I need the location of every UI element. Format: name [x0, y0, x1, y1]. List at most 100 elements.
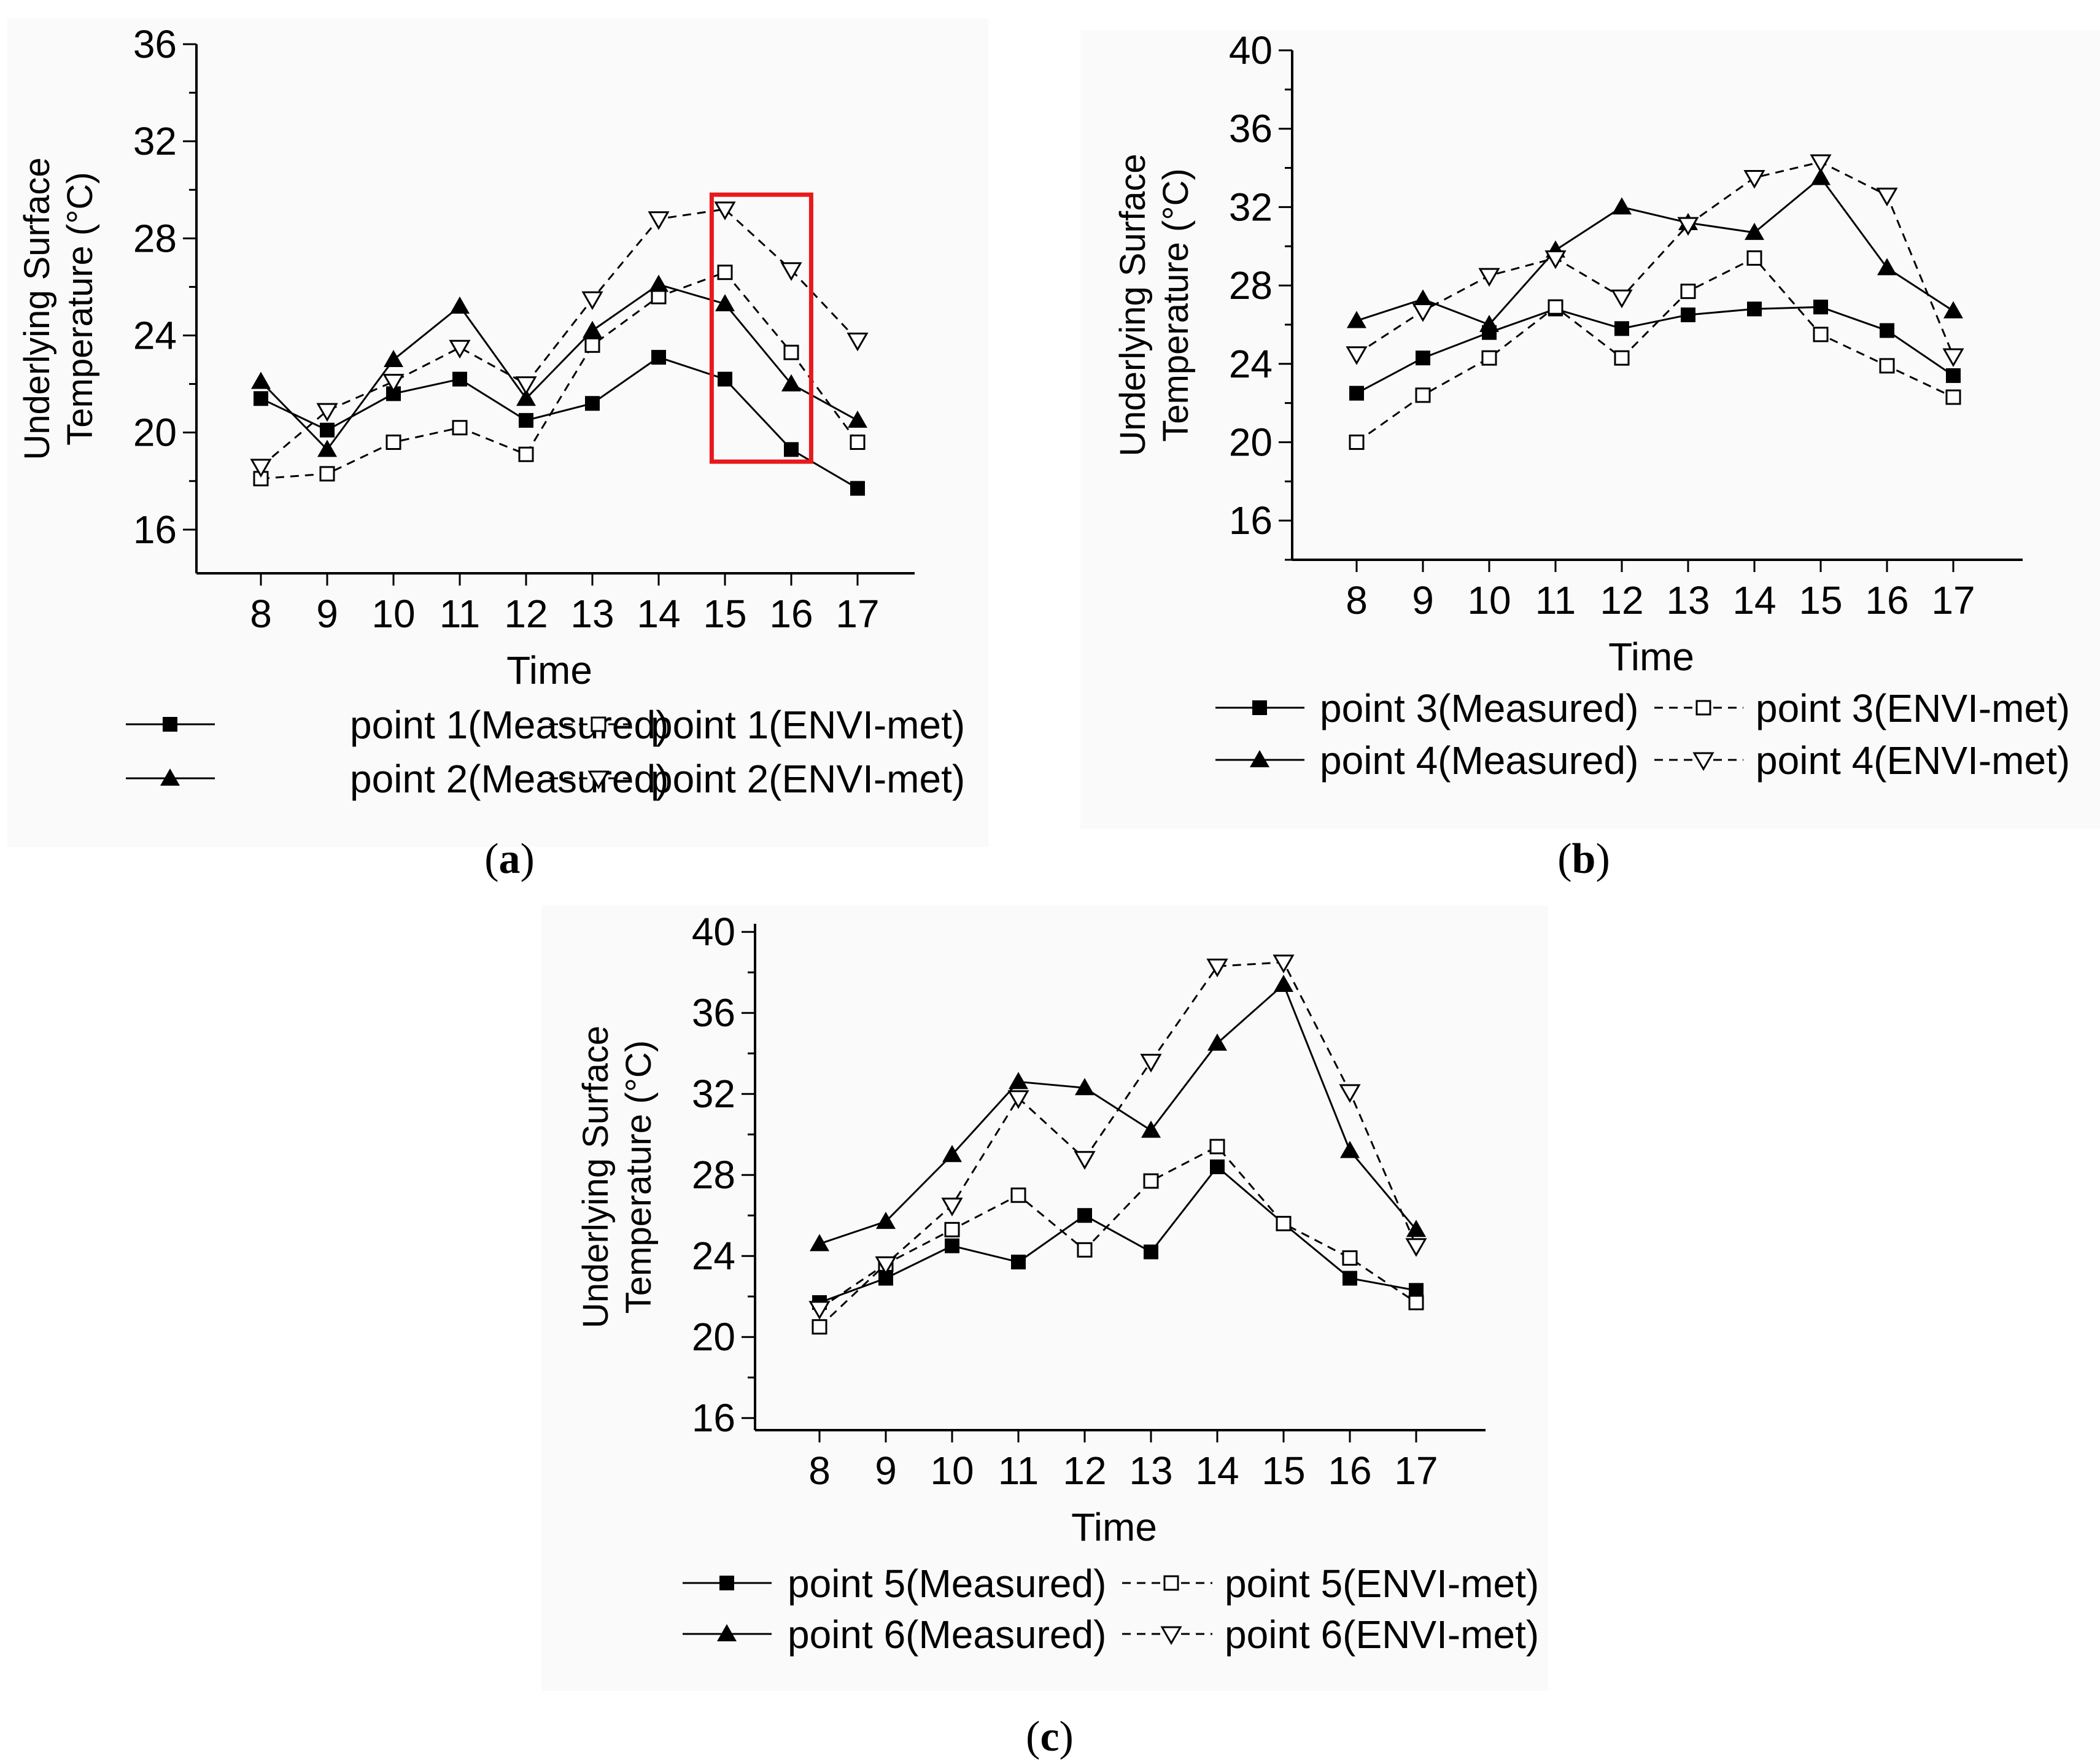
- data-point: [876, 1212, 896, 1229]
- data-point: [1339, 1084, 1361, 1103]
- legend-marker: [1252, 700, 1267, 715]
- data-point: [519, 412, 533, 428]
- legend-label: point 4(Measured): [1320, 738, 1638, 783]
- x-axis-title: Time: [506, 648, 592, 692]
- data-point: [1273, 954, 1295, 973]
- panel-background: [541, 905, 1548, 1691]
- data-point: [1945, 389, 1961, 405]
- data-point: [781, 374, 801, 392]
- y-axis-title-line1: Underlying Surface: [576, 1026, 616, 1328]
- data-point: [254, 391, 268, 406]
- y-tick-label: 36: [1229, 107, 1273, 151]
- legend-label: point 1(Measured): [350, 703, 668, 747]
- x-tick-label: 17: [1931, 578, 1975, 622]
- panel-background: [7, 18, 988, 847]
- data-point: [382, 374, 405, 393]
- panel-caption-part: (: [1026, 1713, 1040, 1760]
- x-tick-label: 15: [703, 592, 746, 636]
- data-point: [1276, 1215, 1292, 1231]
- data-point: [1612, 197, 1632, 215]
- data-point: [585, 396, 600, 411]
- panel-caption-part: a: [499, 835, 521, 883]
- data-point: [1481, 350, 1497, 366]
- data-point: [251, 371, 271, 389]
- data-point: [1075, 1078, 1095, 1096]
- data-point: [1479, 314, 1499, 332]
- data-point: [317, 439, 337, 457]
- legend-marker: [717, 1624, 737, 1641]
- data-point: [875, 1256, 897, 1275]
- data-point: [1077, 1208, 1092, 1223]
- data-point: [810, 1234, 829, 1252]
- y-tick-label: 24: [1229, 342, 1273, 386]
- data-point: [945, 1238, 959, 1253]
- panel-caption-part: ): [1595, 835, 1610, 883]
- data-point: [780, 262, 802, 281]
- data-point: [717, 265, 733, 281]
- data-point: [250, 459, 272, 478]
- data-point: [848, 410, 867, 428]
- panel-caption: (a): [484, 835, 535, 883]
- x-tick-label: 10: [371, 592, 415, 636]
- y-tick-label: 20: [1229, 420, 1273, 464]
- legend-label: point 4(ENVI-met): [1756, 738, 2070, 783]
- x-tick-label: 9: [316, 592, 338, 636]
- series-line: [819, 1165, 1417, 1304]
- data-point: [1206, 958, 1228, 978]
- panel-caption: (c): [1026, 1713, 1074, 1760]
- data-point: [1349, 385, 1364, 401]
- data-point: [1877, 258, 1897, 276]
- x-tick-label: 8: [1346, 578, 1368, 622]
- data-point: [941, 1198, 963, 1217]
- data-point: [1680, 284, 1696, 300]
- y-tick-label: 28: [133, 216, 177, 260]
- x-tick-label: 13: [1666, 578, 1710, 622]
- data-point: [1614, 350, 1630, 366]
- y-axis-title-line1: Underlying Surface: [1113, 153, 1153, 456]
- data-point: [651, 288, 667, 304]
- panel-background: [1080, 31, 2100, 829]
- data-point: [1074, 1151, 1096, 1170]
- x-tick-label: 16: [769, 592, 813, 636]
- data-point: [783, 344, 799, 360]
- data-point: [1009, 1072, 1028, 1089]
- legend-marker: [1692, 752, 1714, 772]
- data-point: [1745, 222, 1764, 240]
- x-tick-label: 11: [998, 1449, 1039, 1493]
- data-point: [715, 294, 735, 312]
- data-point: [1144, 1244, 1158, 1260]
- y-tick-label: 40: [1229, 28, 1273, 72]
- data-point: [1010, 1187, 1026, 1203]
- y-tick-label: 16: [692, 1396, 735, 1440]
- data-point: [515, 376, 537, 395]
- series-line: [260, 356, 858, 489]
- legend-marker: [1695, 700, 1711, 716]
- x-tick-label: 11: [1535, 578, 1576, 622]
- x-tick-label: 11: [440, 592, 480, 636]
- legend-marker: [1163, 1575, 1179, 1591]
- data-point: [450, 296, 470, 314]
- data-point: [1340, 1140, 1360, 1158]
- x-tick-label: 16: [1865, 578, 1908, 622]
- data-point: [1942, 348, 1964, 368]
- data-point: [316, 403, 338, 422]
- x-tick-label: 14: [637, 592, 680, 636]
- panel-caption-part: (: [1557, 835, 1571, 883]
- y-axis-title-line2: Temperature (°C): [1156, 168, 1196, 441]
- data-point: [452, 371, 467, 387]
- series-line: [1356, 176, 1954, 326]
- y-tick-label: 40: [692, 910, 735, 954]
- panel-caption-part: ): [1060, 1713, 1074, 1760]
- x-tick-label: 17: [1394, 1449, 1438, 1493]
- data-point: [1207, 1033, 1227, 1051]
- data-point: [1342, 1250, 1358, 1266]
- x-tick-label: 9: [1412, 578, 1434, 622]
- series-line: [260, 208, 859, 468]
- highlight-box: [709, 192, 813, 464]
- data-point: [1677, 217, 1699, 236]
- data-point: [1140, 1053, 1162, 1073]
- data-point: [1408, 1295, 1424, 1310]
- y-tick-label: 20: [133, 411, 177, 455]
- x-tick-label: 16: [1328, 1449, 1371, 1493]
